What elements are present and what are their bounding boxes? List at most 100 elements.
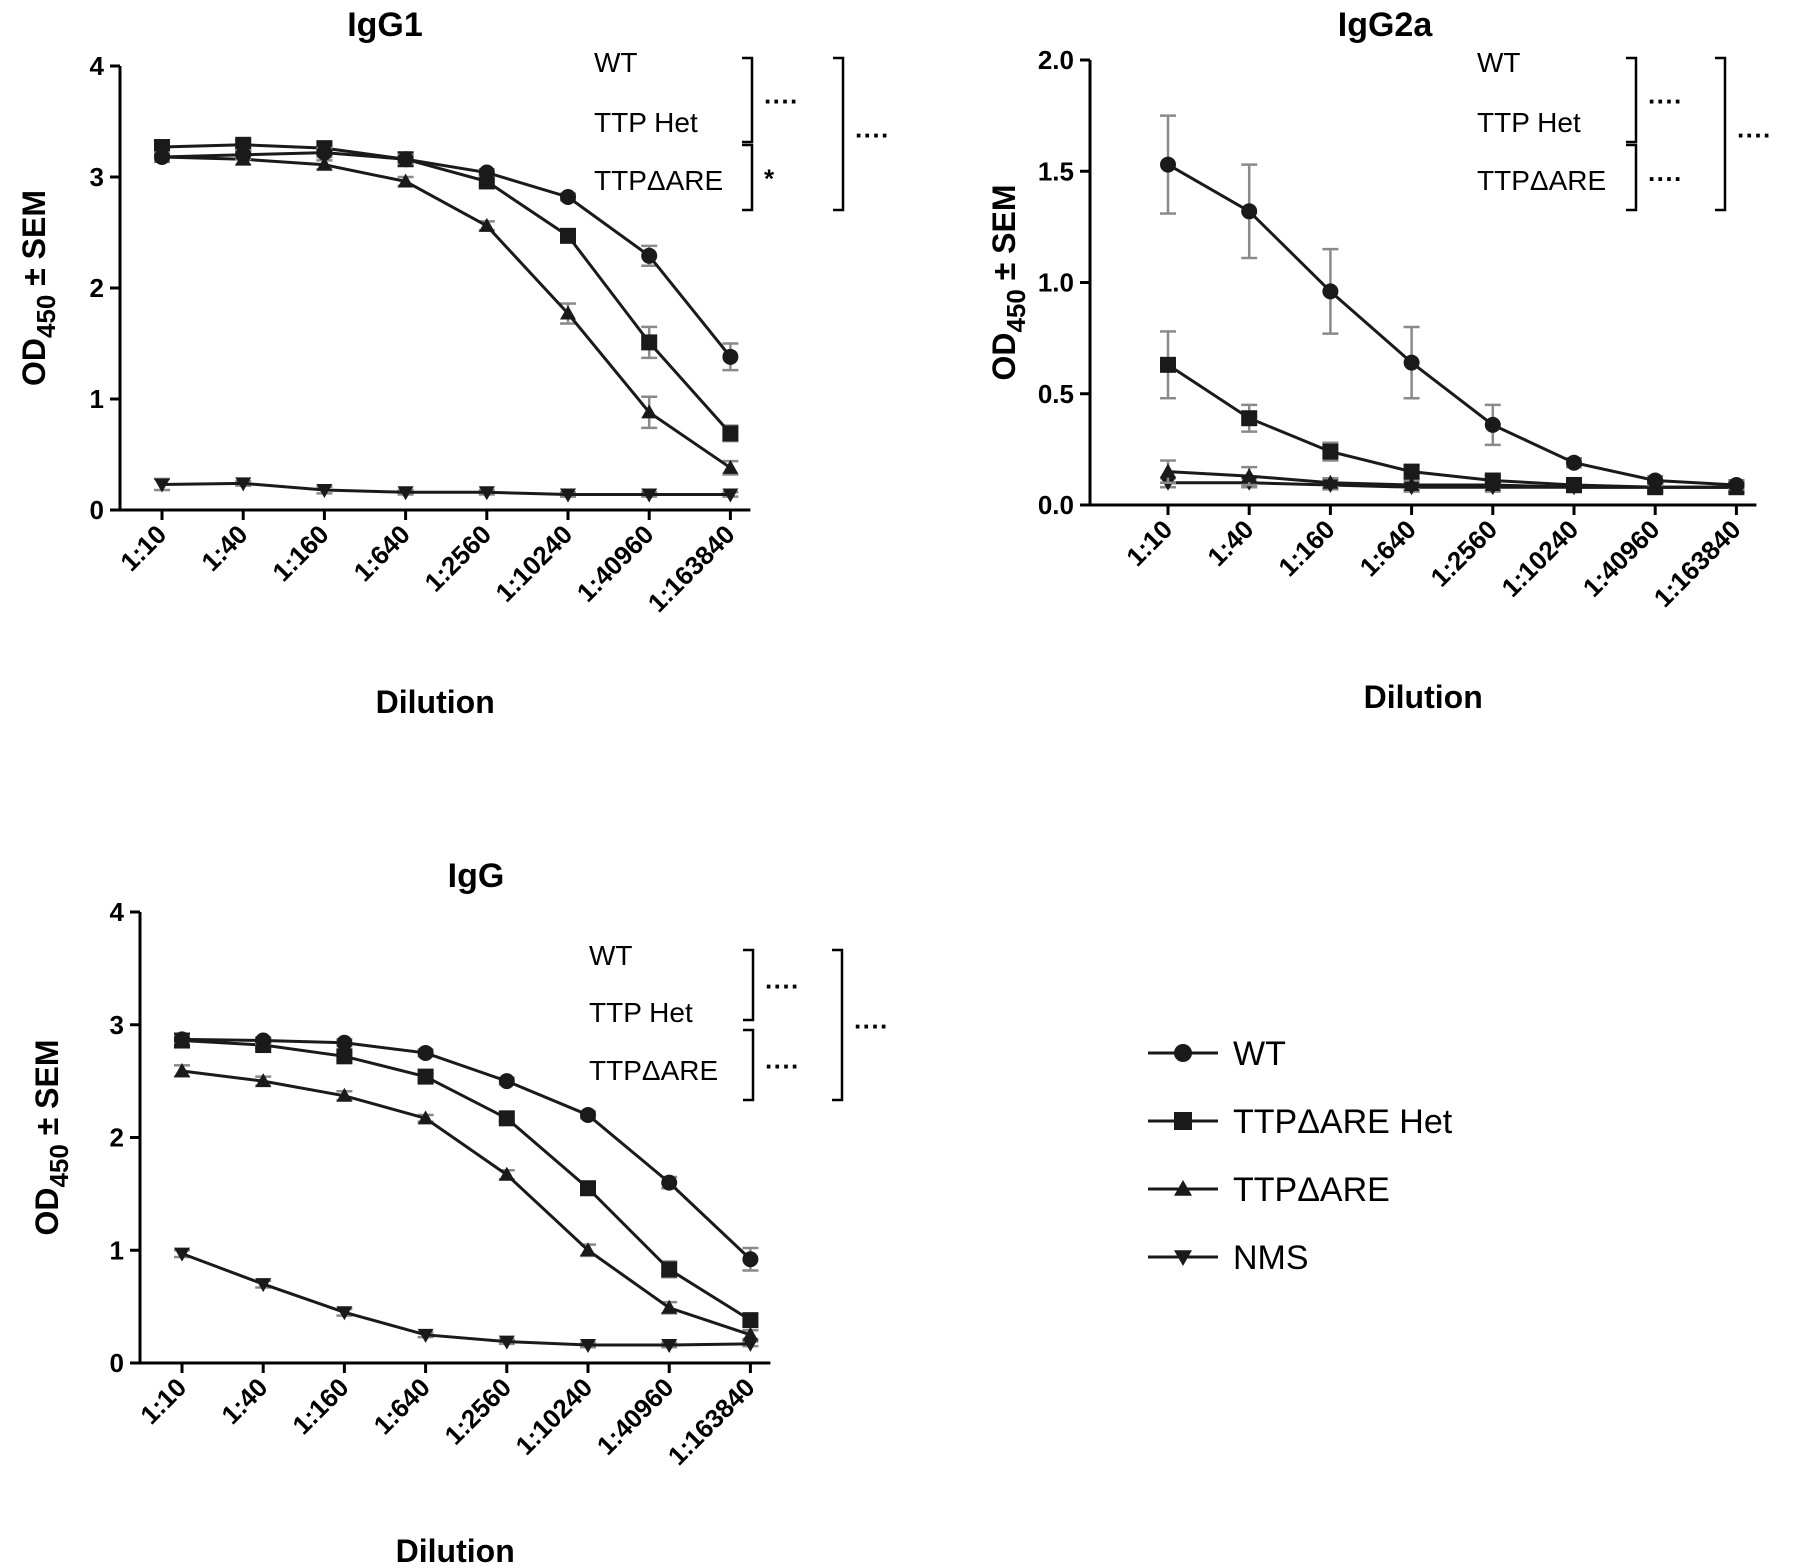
data-point — [661, 1299, 678, 1314]
legend-label: TTPΔARE Het — [1233, 1103, 1453, 1141]
x-axis-label: Dilution — [1364, 679, 1483, 715]
x-tick-label: 1:160 — [286, 1372, 354, 1440]
y-tick-label: 4 — [90, 51, 105, 81]
series-line — [161, 155, 732, 470]
data-point — [580, 1338, 596, 1353]
annotation-label: TTP Het — [589, 997, 693, 1028]
data-point — [1160, 356, 1176, 373]
significance-bottom: ···· — [1648, 164, 1683, 194]
data-point — [498, 1166, 515, 1181]
series-triangle-down — [174, 1247, 759, 1353]
significance-top: ···· — [764, 86, 799, 116]
data-point — [255, 1032, 272, 1049]
legend-item: NMS — [1148, 1239, 1309, 1277]
annotation-label: TTPΔARE — [594, 165, 723, 196]
bracket-outer — [832, 948, 844, 1102]
x-tick-label: 1:163840 — [662, 1372, 761, 1471]
data-point — [478, 486, 495, 501]
y-axis-label-tail: ± SEM — [986, 184, 1022, 289]
series-square — [154, 136, 739, 443]
significance-top: ···· — [765, 971, 800, 1001]
bracket-bottom — [743, 1028, 755, 1102]
legend: WT TTPΔARE Het TTPΔARE NMS — [1148, 1035, 1453, 1277]
y-tick-label: 1.0 — [1038, 268, 1074, 298]
y-axis-label-main: OD — [16, 338, 52, 386]
data-point — [742, 1337, 759, 1352]
data-point — [174, 1062, 190, 1077]
data-point — [1728, 476, 1745, 493]
series-line — [181, 1252, 751, 1347]
series-line — [181, 1037, 752, 1261]
data-point — [580, 1106, 596, 1123]
data-point — [336, 1306, 353, 1321]
data-point — [1241, 468, 1258, 483]
series-square — [1160, 330, 1745, 496]
annotation-label: TTP Het — [594, 107, 698, 138]
data-point — [722, 348, 739, 365]
x-tick-label: 1:10240 — [1496, 514, 1585, 603]
data-point — [417, 1068, 434, 1085]
data-point — [742, 1312, 759, 1329]
data-point — [498, 1110, 515, 1127]
data-point — [1403, 354, 1420, 371]
data-point — [417, 1328, 434, 1343]
x-tick-label: 1:2560 — [1425, 514, 1503, 592]
data-point — [1322, 474, 1339, 489]
y-tick-label: 2.0 — [1038, 45, 1074, 75]
legend-label: NMS — [1233, 1239, 1309, 1277]
y-tick-label: 0.5 — [1038, 379, 1074, 409]
y-axis-label: OD450 ± SEM — [29, 1039, 74, 1235]
x-tick-label: 1:40 — [1201, 514, 1259, 572]
data-point — [1484, 472, 1501, 489]
data-point — [661, 1261, 678, 1278]
data-point — [641, 488, 658, 503]
x-tick-label: 1:2560 — [439, 1372, 517, 1450]
data-point — [722, 425, 739, 442]
data-point — [336, 1048, 353, 1065]
y-tick-label: 3 — [110, 1010, 124, 1040]
data-point — [1484, 416, 1501, 433]
x-tick-label: 1:10 — [114, 519, 172, 577]
y-axis-label-subscript: 450 — [31, 295, 61, 338]
data-point — [1322, 443, 1339, 460]
data-point — [580, 1242, 596, 1257]
legend-item: TTPΔARE — [1148, 1171, 1390, 1209]
significance-top: ···· — [1648, 86, 1683, 116]
legend-marker-square — [1174, 1112, 1192, 1130]
significance-annotation: WT TTP Het TTPΔARE ···· ···· ···· — [589, 940, 889, 1102]
y-tick-label: 0.0 — [1038, 490, 1074, 520]
data-point — [661, 1174, 678, 1191]
legend-marker-circle — [1174, 1044, 1192, 1062]
legend-marker-triangle-down — [1174, 1250, 1192, 1266]
y-tick-label: 3 — [90, 162, 104, 192]
y-axis-label-tail: ± SEM — [16, 190, 52, 295]
chart-igg1: IgG1 0 1 2 3 4 1:10 1:40 1:160 1:640 1:25601:10240… — [16, 6, 890, 720]
x-tick-label: 1:10 — [1120, 514, 1178, 572]
significance-outer: ···· — [854, 1011, 889, 1041]
bracket-top — [743, 948, 755, 1022]
y-tick-label: 1 — [110, 1235, 124, 1265]
annotation-label: TTP Het — [1477, 107, 1581, 138]
data-point — [1241, 203, 1258, 220]
annotation-label: TTPΔARE — [1477, 165, 1606, 196]
data-point — [742, 1251, 759, 1268]
y-tick-label: 4 — [110, 897, 125, 927]
legend-label: TTPΔARE — [1233, 1171, 1390, 1209]
series-line — [1167, 363, 1737, 489]
annotation-label: WT — [1477, 47, 1521, 78]
data-point — [722, 488, 739, 503]
data-point — [641, 334, 658, 351]
significance-outer: ···· — [1737, 120, 1772, 150]
data-point — [641, 404, 658, 419]
data-point — [560, 305, 576, 320]
x-axis-label: Dilution — [376, 684, 495, 720]
series-triangle-down — [154, 477, 739, 503]
chart-title: IgG1 — [347, 6, 423, 44]
data-point — [722, 459, 739, 474]
data-point — [255, 1073, 272, 1088]
series-circle — [154, 144, 739, 372]
series-line — [1167, 163, 1737, 487]
data-point — [417, 1044, 434, 1061]
